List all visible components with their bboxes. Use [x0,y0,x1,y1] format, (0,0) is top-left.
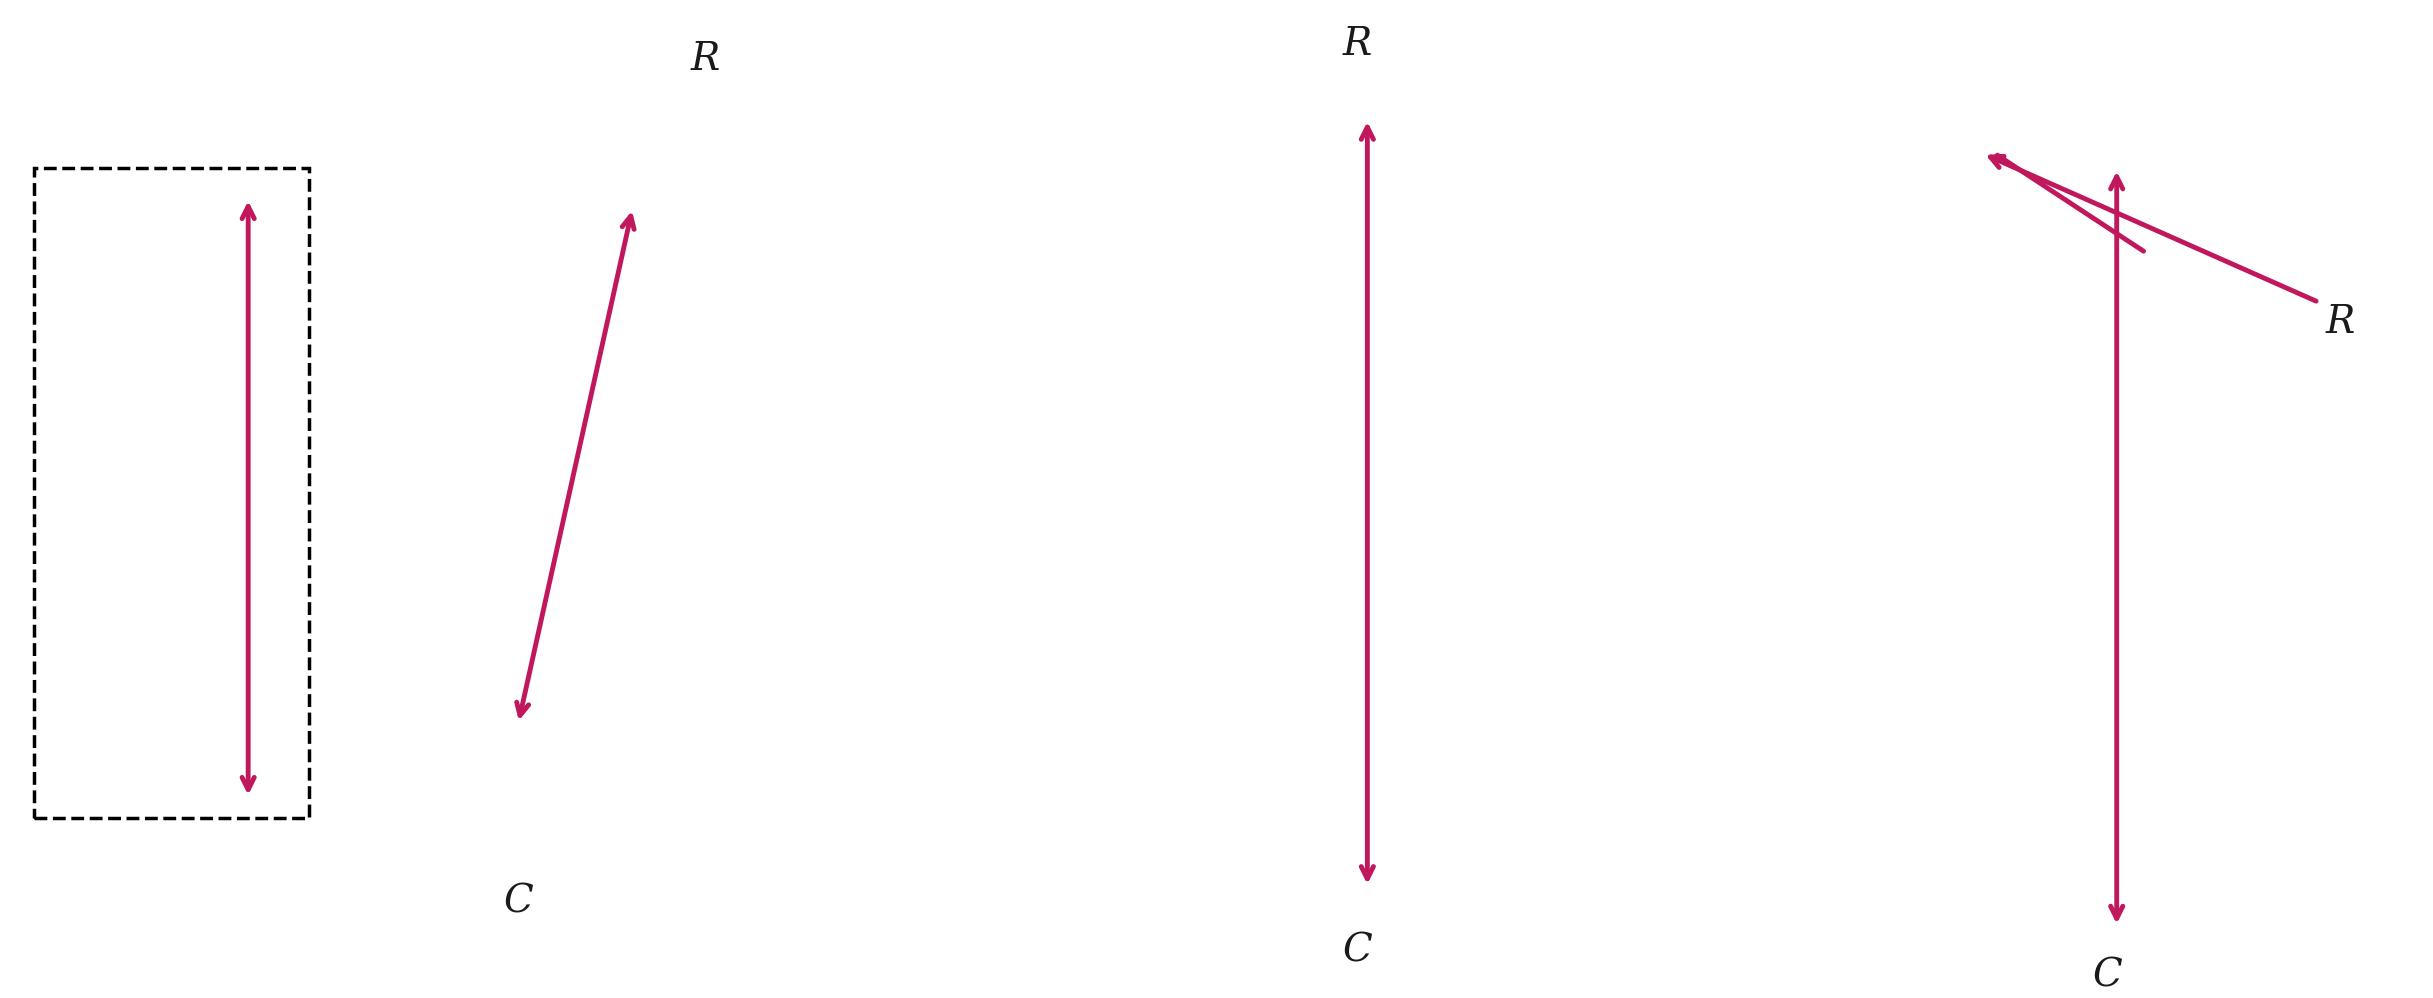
Text: R: R [2326,303,2355,340]
Text: C: C [1343,933,1372,970]
Text: R: R [1343,26,1372,63]
Text: R: R [691,41,720,78]
Text: C: C [2092,958,2122,995]
Text: C: C [504,883,533,920]
